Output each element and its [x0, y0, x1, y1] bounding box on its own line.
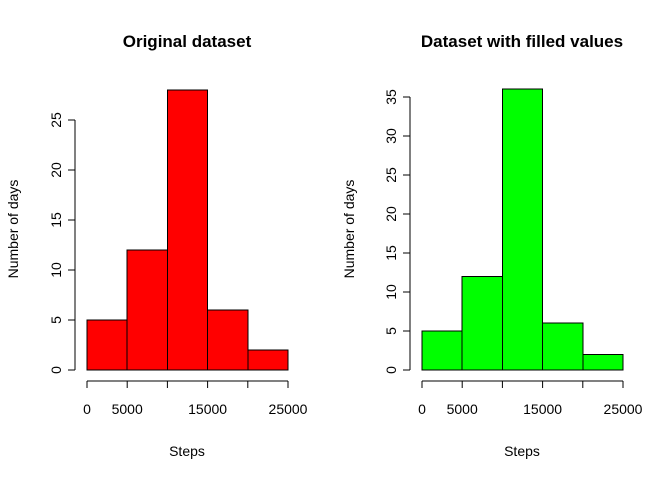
bar-15000-20000 [542, 322, 584, 371]
y-tick-label: 35 [383, 89, 399, 105]
bar-20000-25000 [582, 353, 624, 371]
y-tick-label: 25 [383, 167, 399, 183]
histogram-filled: Dataset with filled values Number of day… [341, 32, 643, 459]
x-tick-label: 0 [418, 401, 426, 417]
y-axis-label-original: Number of days [5, 180, 21, 279]
chart-title-filled: Dataset with filled values [421, 32, 623, 51]
bar-0-5000 [421, 330, 463, 371]
x-tick-label: 5000 [447, 401, 478, 417]
bars-filled [421, 88, 624, 371]
y-tick-label: 20 [383, 206, 399, 222]
x-tick-label: 15000 [523, 401, 562, 417]
bar-5000-10000 [461, 275, 503, 371]
bars-original [86, 89, 289, 371]
x-tick-label: 15000 [188, 401, 227, 417]
x-axis-original: 0 5000 15000 25000 [83, 380, 308, 417]
chart-title-original: Original dataset [123, 32, 252, 51]
bar-10000-15000 [166, 89, 209, 371]
y-axis-label-filled: Number of days [341, 180, 357, 279]
bar-20000-25000 [247, 349, 289, 371]
bar-5000-10000 [126, 249, 168, 371]
bar-15000-20000 [207, 309, 249, 371]
y-tick-label: 25 [48, 112, 64, 128]
y-tick-label: 5 [383, 327, 399, 335]
x-tick-label: 25000 [269, 401, 308, 417]
x-axis-label-filled: Steps [504, 443, 540, 459]
y-tick-label: 20 [48, 162, 64, 178]
bar-0-5000 [86, 319, 128, 371]
y-tick-label: 5 [48, 316, 64, 324]
y-axis-filled: 0 5 10 15 20 25 30 35 [383, 89, 411, 374]
x-tick-label: 25000 [604, 401, 643, 417]
y-axis-original: 0 5 10 15 20 25 [48, 112, 76, 374]
bar-10000-15000 [501, 88, 544, 371]
y-tick-label: 0 [383, 366, 399, 374]
x-tick-label: 0 [83, 401, 91, 417]
x-tick-label: 5000 [112, 401, 143, 417]
x-axis-label-original: Steps [169, 443, 205, 459]
y-tick-label: 10 [383, 284, 399, 300]
histogram-original: Original dataset Number of days Steps 0 5… [5, 32, 308, 459]
y-tick-label: 0 [48, 366, 64, 374]
y-tick-label: 30 [383, 128, 399, 144]
y-tick-label: 10 [48, 262, 64, 278]
y-tick-label: 15 [48, 212, 64, 228]
x-axis-filled: 0 5000 15000 25000 [418, 380, 643, 417]
y-tick-label: 15 [383, 245, 399, 261]
